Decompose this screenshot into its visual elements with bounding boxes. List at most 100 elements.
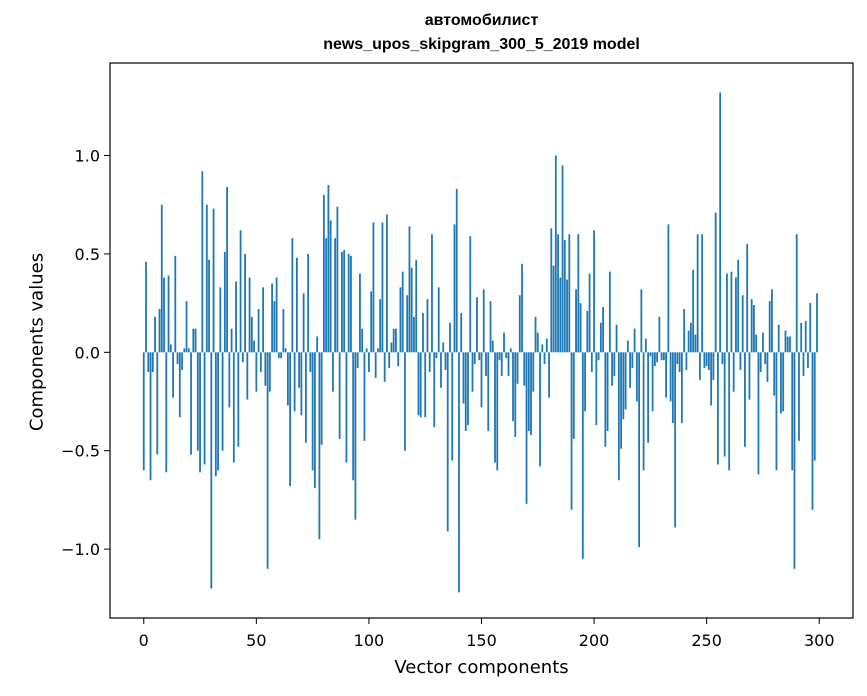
- bar: [728, 352, 731, 471]
- bar: [440, 352, 442, 388]
- bar: [476, 297, 478, 353]
- bar: [183, 348, 186, 353]
- bar: [250, 316, 253, 353]
- bar: [469, 236, 472, 353]
- bar: [282, 309, 285, 353]
- bar: [458, 352, 460, 593]
- bar: [503, 332, 505, 353]
- bar: [653, 352, 656, 367]
- bar: [629, 352, 631, 388]
- bar: [298, 352, 301, 388]
- bar: [777, 324, 780, 353]
- bar: [460, 312, 463, 353]
- bar: [750, 299, 753, 353]
- bar: [658, 316, 661, 353]
- bar: [494, 352, 496, 463]
- bar: [534, 316, 537, 353]
- bar: [449, 322, 451, 353]
- bar: [363, 352, 366, 441]
- bar: [577, 234, 580, 353]
- bar: [507, 352, 510, 376]
- bar: [187, 348, 190, 353]
- bar: [685, 352, 688, 371]
- bar: [662, 352, 665, 361]
- bar: [496, 352, 499, 471]
- bar: [786, 336, 789, 353]
- bar: [401, 271, 404, 353]
- bar: [147, 352, 150, 372]
- bar: [345, 352, 348, 463]
- bar: [539, 352, 541, 467]
- bar: [699, 352, 701, 380]
- bar: [723, 352, 726, 457]
- bar: [809, 303, 812, 353]
- bar: [404, 352, 406, 451]
- bar: [185, 301, 188, 353]
- bar: [480, 352, 483, 408]
- bar: [237, 352, 240, 447]
- bar: [710, 352, 713, 406]
- bar: [300, 352, 303, 416]
- bar: [259, 352, 262, 372]
- bar: [365, 348, 368, 353]
- bar: [732, 352, 735, 392]
- bar: [746, 244, 749, 353]
- bar: [327, 185, 330, 353]
- bar: [473, 352, 476, 365]
- bar: [286, 352, 289, 406]
- bar: [350, 255, 352, 353]
- bar: [543, 352, 546, 365]
- bar: [390, 342, 393, 353]
- bar: [190, 352, 192, 455]
- bar: [145, 261, 147, 353]
- y-tick-label: 0.5: [75, 245, 100, 264]
- bar: [444, 352, 447, 371]
- bar: [687, 330, 690, 353]
- bar: [169, 344, 172, 353]
- bar: [302, 293, 305, 353]
- bar: [219, 287, 222, 353]
- bar: [451, 352, 454, 461]
- bar: [178, 352, 181, 418]
- bar: [552, 265, 555, 353]
- bar: [613, 352, 616, 376]
- bar: [205, 204, 208, 353]
- x-axis-label: Vector components: [394, 657, 569, 678]
- bar: [593, 230, 595, 353]
- bar: [464, 352, 467, 432]
- bar: [392, 328, 395, 353]
- bar: [280, 352, 283, 359]
- bar: [739, 352, 742, 371]
- bar: [160, 204, 163, 353]
- bar: [615, 324, 618, 353]
- bar: [210, 352, 213, 589]
- bar: [167, 275, 170, 353]
- bar: [311, 352, 314, 471]
- bar: [156, 352, 159, 455]
- bar: [304, 352, 307, 443]
- bar: [757, 352, 760, 475]
- x-axis-ticks: 0 50 100 150 200 250 300: [139, 618, 835, 650]
- bar: [325, 238, 328, 353]
- bar: [581, 352, 584, 559]
- bar: [417, 352, 420, 416]
- bar: [446, 352, 449, 532]
- bar: [550, 228, 553, 353]
- bar: [235, 281, 237, 353]
- bar: [201, 171, 204, 353]
- bar: [467, 352, 469, 426]
- bar: [275, 277, 278, 353]
- bar: [500, 352, 503, 376]
- bar: [435, 352, 438, 359]
- bar: [617, 352, 620, 481]
- bar: [343, 249, 346, 353]
- bar: [408, 226, 411, 353]
- bar: [428, 352, 431, 372]
- bar: [554, 155, 557, 353]
- bar: [518, 295, 521, 353]
- bar: [541, 344, 544, 353]
- bar: [773, 352, 776, 396]
- bar: [532, 352, 535, 392]
- bar: [768, 301, 771, 353]
- bar: [784, 330, 787, 353]
